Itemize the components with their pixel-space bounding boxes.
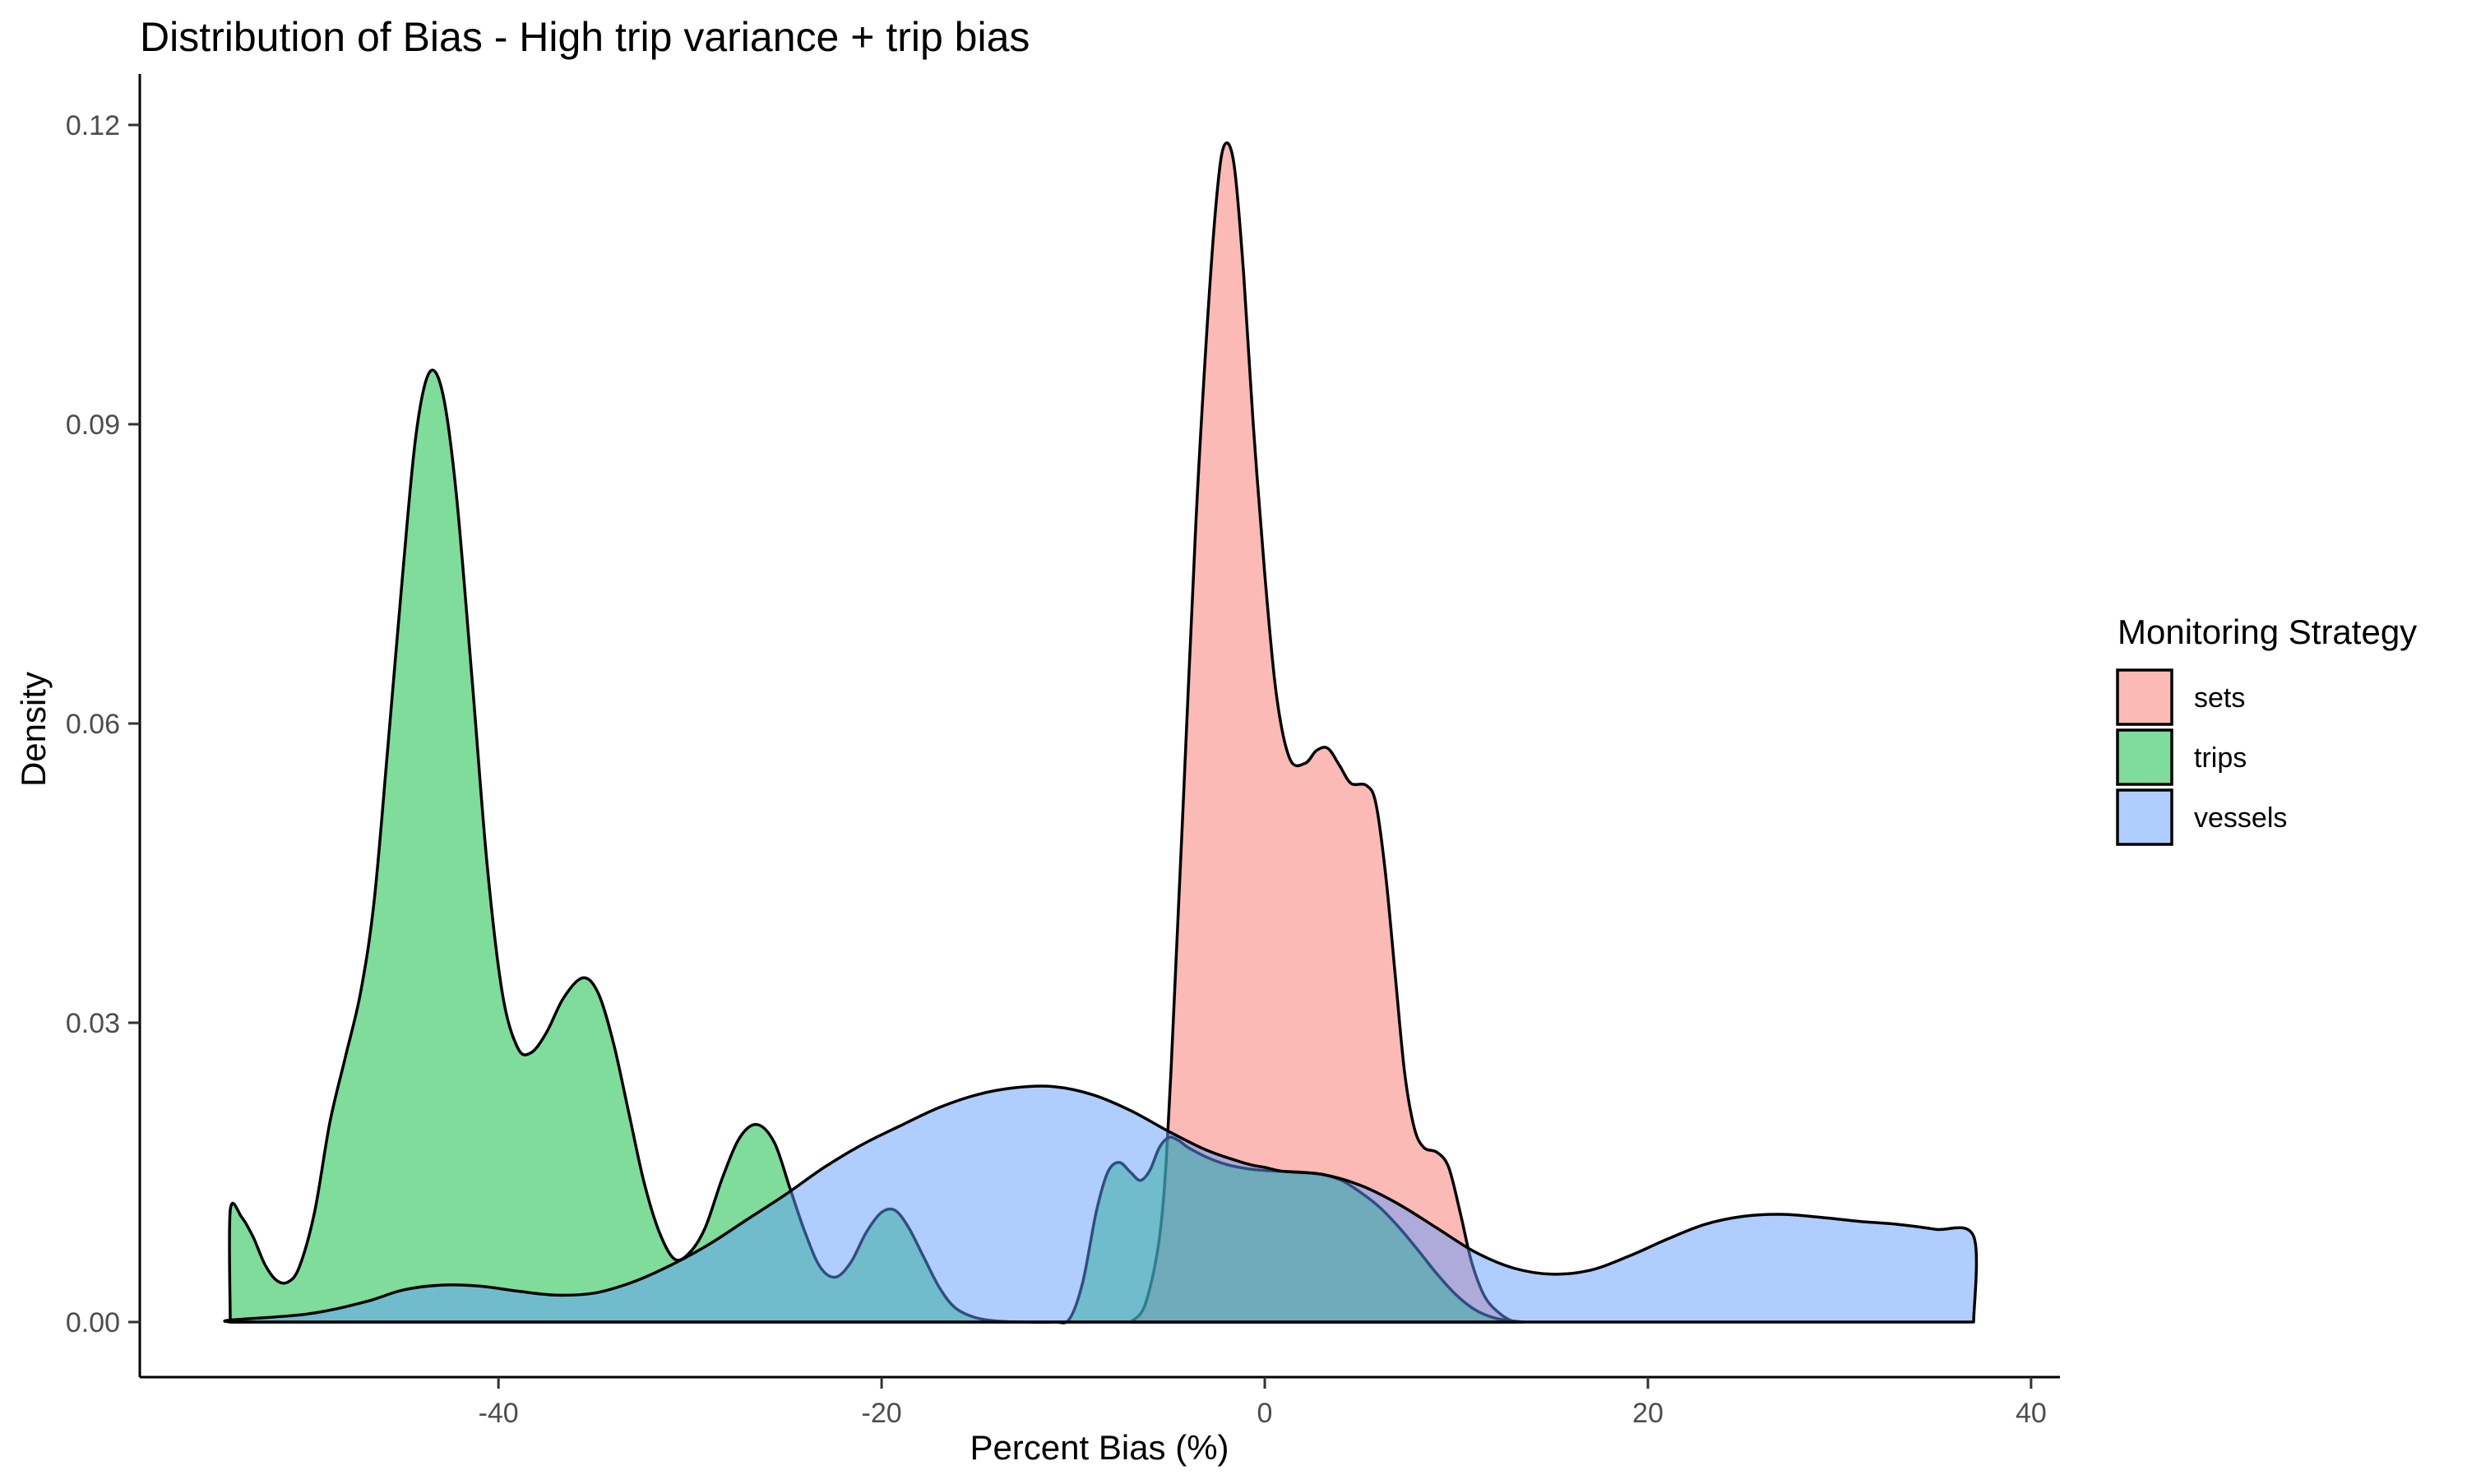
y-tick-label: 0.00 [66,1307,120,1338]
density-areas [223,141,1979,1325]
y-tick-label: 0.12 [66,110,120,141]
x-tick-label: 20 [1632,1398,1664,1429]
legend-label-trips: trips [2194,742,2247,774]
legend-key-vessels [2116,788,2173,846]
y-tick-label: 0.03 [66,1008,120,1039]
legend: Monitoring Strategy sets trips vessels [2116,613,2417,846]
legend-items: sets trips vessels [2116,668,2287,846]
x-tick-label: 40 [2016,1398,2047,1429]
axes [138,74,2060,1379]
x-tick-label: -20 [862,1398,902,1429]
y-tick-label: 0.09 [66,409,120,441]
y-axis-label: Density [14,672,53,787]
x-tick-label: 0 [1257,1398,1273,1429]
x-axis-label: Percent Bias (%) [970,1428,1229,1467]
y-tick-label: 0.06 [66,709,120,740]
x-tick-label: -40 [479,1398,519,1429]
density-area-vessels [223,1084,1979,1324]
legend-label-vessels: vessels [2194,802,2287,834]
x-ticks: -40 -20 0 20 40 [479,1377,2047,1429]
legend-key-sets [2116,668,2173,726]
chart-title: Distribution of Bias - High trip varianc… [140,14,1030,60]
legend-key-trips [2116,728,2173,786]
y-ticks: 0.00 0.03 0.06 0.09 0.12 [66,110,140,1338]
legend-label-sets: sets [2194,682,2245,714]
density-area-sets [1129,141,1516,1324]
legend-title: Monitoring Strategy [2118,613,2417,651]
